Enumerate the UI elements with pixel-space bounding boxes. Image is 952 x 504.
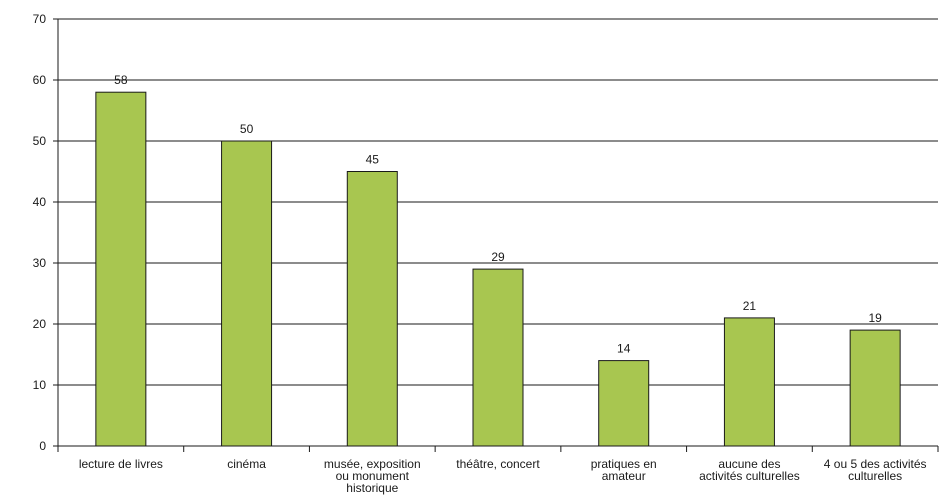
y-tick-label-10: 10 — [33, 378, 47, 392]
x-tick-label-1-0: cinéma — [227, 457, 266, 471]
x-tick-label-5-0: aucune des — [718, 457, 780, 471]
x-tick-label-5-1: activités culturelles — [699, 469, 800, 483]
bar-5 — [723, 317, 775, 447]
x-tick-label-2-2: historique — [346, 481, 398, 495]
bar-4 — [598, 360, 650, 447]
y-tick-label-40: 40 — [33, 195, 47, 209]
bars — [95, 91, 901, 447]
bar-1 — [221, 140, 273, 447]
data-label-6: 19 — [868, 311, 882, 325]
data-label-2: 45 — [366, 153, 380, 167]
data-label-3: 29 — [491, 250, 505, 264]
bar-0 — [95, 91, 147, 447]
x-tick-label-2-0: musée, exposition — [324, 457, 421, 471]
y-tick-label-0: 0 — [39, 439, 46, 453]
data-label-5: 21 — [743, 299, 757, 313]
bar-6 — [849, 329, 901, 447]
bar-2 — [346, 171, 398, 447]
x-tick-label-3-0: théâtre, concert — [456, 457, 540, 471]
data-label-0: 58 — [114, 73, 128, 87]
y-tick-label-20: 20 — [33, 317, 47, 331]
x-tick-label-6-1: culturelles — [848, 469, 902, 483]
data-label-4: 14 — [617, 342, 631, 356]
x-tick-label-4-0: pratiques en — [591, 457, 657, 471]
x-tick-label-2-1: ou monument — [336, 469, 410, 483]
gridlines — [58, 18, 938, 386]
bar-3 — [472, 268, 524, 447]
data-label-1: 50 — [240, 122, 254, 136]
labels: 0 10 20 30 40 50 60 70 58 lecture de livres 50 ciné… — [33, 12, 927, 495]
x-tick-label-0-0: lecture de livres — [79, 457, 163, 471]
y-tick-label-30: 30 — [33, 256, 47, 270]
x-tick-label-6-0: 4 ou 5 des activités — [824, 457, 927, 471]
y-tick-label-50: 50 — [33, 134, 47, 148]
x-tick-label-4-1: amateur — [602, 469, 646, 483]
y-tick-label-60: 60 — [33, 73, 47, 87]
y-tick-label-70: 70 — [33, 12, 47, 26]
axes — [53, 18, 939, 452]
